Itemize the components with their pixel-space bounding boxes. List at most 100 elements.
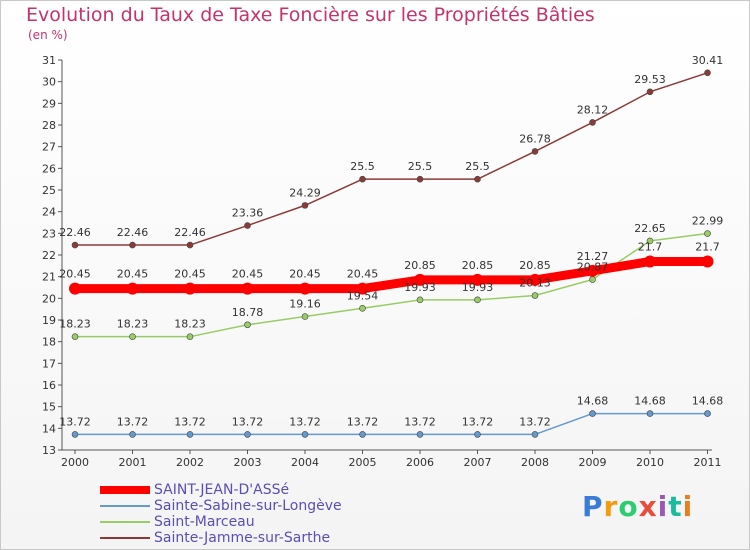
x-tick-label: 2009 [579,456,607,469]
logo-letter: P [582,490,604,523]
data-label: 20.85 [404,259,436,272]
x-tick-label: 2007 [464,456,492,469]
y-tick-label: 17 [42,357,56,370]
y-tick-label: 27 [42,141,56,154]
data-point [646,88,654,96]
data-label: 19.93 [462,281,494,294]
proxiti-logo: Proxiti [582,490,693,523]
data-label: 18.23 [117,318,149,331]
legend-swatch [100,521,150,523]
series-1 [71,410,711,438]
legend-label: Sainte-Sabine-sur-Longève [154,498,342,514]
y-tick-label: 24 [42,206,56,219]
data-point [704,230,711,237]
series-0 [69,255,714,295]
logo-letter: i [657,490,669,523]
y-tick-label: 23 [42,227,56,240]
x-tick-label: 2008 [521,456,549,469]
x-tick-label: 2000 [61,456,89,469]
data-label: 20.45 [59,268,91,281]
data-label: 22.46 [174,226,206,239]
data-label: 20.45 [232,268,264,281]
legend-item: Sainte-Jamme-sur-Sarthe [100,530,342,546]
legend-swatch [100,486,150,494]
legend-label: SAINT-JEAN-D'ASSé [154,482,290,498]
y-tick-label: 20 [42,292,56,305]
data-label: 13.72 [347,415,379,428]
data-label: 18.23 [174,318,206,331]
data-point [704,410,711,417]
legend-label: Saint-Marceau [154,514,255,530]
data-point [701,255,714,268]
y-tick-label: 26 [42,162,56,175]
data-point [71,333,79,340]
data-label: 29.53 [634,73,666,86]
legend-item: Saint-Marceau [100,514,342,530]
data-point [529,273,541,286]
y-tick-label: 29 [42,97,56,110]
data-point [244,431,251,438]
legend: SAINT-JEAN-D'ASSé Sainte-Sabine-sur-Longè… [100,482,342,546]
data-label: 18.23 [59,318,91,331]
series-line [74,72,709,246]
y-tick-label: 21 [42,271,56,284]
data-label: 13.72 [404,415,436,428]
x-tick-label: 2010 [636,456,664,469]
data-point [474,431,481,438]
data-point [301,431,309,438]
data-point [644,255,656,268]
y-tick-label: 25 [42,184,56,197]
data-label: 13.72 [174,415,206,428]
data-label: 22.46 [59,226,91,239]
data-label: 20.85 [462,259,494,272]
data-label: 20.45 [289,268,321,281]
x-tick-label: 2002 [176,456,204,469]
data-label: 13.72 [59,415,91,428]
legend-item: Sainte-Sabine-sur-Longève [100,498,342,514]
data-point [301,313,309,320]
data-point [589,276,596,283]
y-tick-label: 13 [42,444,56,457]
data-point [474,296,481,304]
logo-letter: i [682,490,694,523]
legend-label: Sainte-Jamme-sur-Sarthe [154,530,331,546]
data-point [589,119,596,126]
data-point [299,282,311,295]
data-label: 25.5 [465,160,490,173]
data-point [129,431,136,438]
data-label: 20.13 [519,277,551,290]
data-label: 20.45 [347,268,379,281]
logo-letter: o [618,490,639,523]
data-point [356,282,369,295]
y-tick-label: 16 [42,379,56,392]
data-label: 30.41 [692,54,724,67]
legend-item: SAINT-JEAN-D'ASSé [100,482,342,498]
x-tick-label: 2005 [349,456,377,469]
data-point [71,431,79,438]
x-tick-label: 2006 [406,456,434,469]
data-label: 21.7 [638,241,663,254]
data-label: 19.16 [289,298,321,311]
data-label: 23.36 [232,207,264,220]
x-tick-label: 2004 [291,456,319,469]
series-line [74,412,709,436]
data-point [704,69,711,77]
y-tick-label: 14 [42,422,56,435]
data-point [416,296,424,304]
data-label: 13.72 [289,415,321,428]
x-axis-tick-labels: 2000 2001 2002 2003 2004 2005 2006 2007 2008 2009… [61,456,722,469]
data-point [359,304,366,312]
legend-swatch [100,505,150,507]
x-tick-label: 2011 [694,456,722,469]
data-label: 13.72 [519,415,551,428]
data-label: 20.85 [519,259,551,272]
data-label: 25.5 [408,160,433,173]
data-label: 24.29 [289,186,321,199]
axes [58,59,712,454]
data-label: 13.72 [232,415,264,428]
data-point [69,282,81,295]
series-layer [69,69,714,438]
data-point [531,292,539,299]
data-label: 14.68 [692,395,724,408]
